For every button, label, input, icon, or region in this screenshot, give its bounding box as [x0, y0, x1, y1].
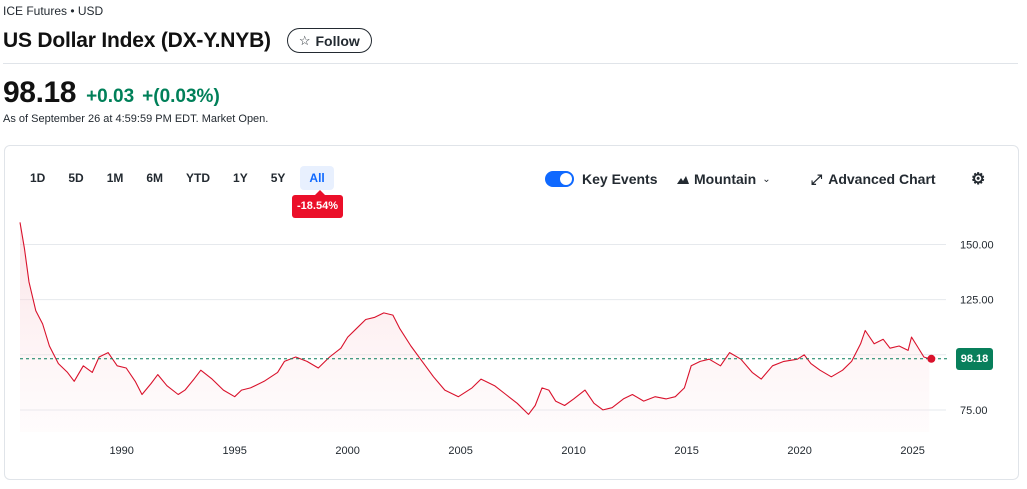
- price-line: [19, 222, 930, 415]
- key-events-label: Key Events: [582, 171, 658, 187]
- quote-timestamp: As of September 26 at 4:59:59 PM EDT. Ma…: [3, 113, 269, 125]
- range-tab-5d[interactable]: 5D: [68, 171, 84, 185]
- y-tick-label: 150.00: [960, 239, 994, 251]
- y-tick-label: 125.00: [960, 295, 994, 307]
- x-tick-label: 2000: [335, 445, 359, 457]
- key-events-toggle[interactable]: [545, 171, 574, 187]
- quote-row: 98.18 +0.03 +(0.03%): [3, 76, 220, 110]
- price-area: [20, 222, 930, 432]
- follow-label: Follow: [315, 32, 360, 49]
- x-tick-label: 2010: [561, 445, 585, 457]
- gear-icon: ⚙: [971, 171, 986, 188]
- x-tick-label: 1990: [109, 445, 133, 457]
- range-performance-badge: -18.54%: [292, 190, 343, 218]
- expand-icon: ⤢: [811, 170, 823, 187]
- last-price-label: 98.18: [956, 347, 993, 370]
- range-tab-1y[interactable]: 1Y: [233, 171, 248, 185]
- range-tab-1m[interactable]: 1M: [106, 171, 124, 185]
- range-tab-1d[interactable]: 1D: [30, 171, 46, 185]
- current-price: 98.18: [3, 76, 77, 109]
- x-tick-label: 2025: [900, 445, 924, 457]
- x-tick-label: 2020: [787, 445, 811, 457]
- chart-type-dropdown[interactable]: Mountain ⌄: [677, 168, 771, 190]
- last-price-dot: [927, 354, 936, 363]
- mountain-icon: [677, 175, 689, 184]
- x-tick-label: 1995: [222, 445, 246, 457]
- x-tick-label: 2005: [448, 445, 472, 457]
- range-tab-5y[interactable]: 5Y: [270, 171, 286, 185]
- key-events-control[interactable]: Key Events: [545, 168, 657, 190]
- advanced-chart-button[interactable]: ⤢ Advanced Chart: [811, 168, 936, 190]
- chevron-down-icon: ⌄: [762, 173, 771, 185]
- price-change: +0.03: [86, 86, 135, 107]
- range-tab-all[interactable]: All: [300, 166, 334, 190]
- header-divider: [3, 63, 1018, 64]
- exchange-label: ICE Futures • USD: [3, 4, 104, 18]
- follow-button[interactable]: ☆ Follow: [286, 28, 372, 53]
- advanced-chart-label: Advanced Chart: [828, 171, 936, 187]
- x-tick-label: 2015: [674, 445, 698, 457]
- chart-type-label: Mountain: [694, 171, 757, 187]
- chart-card: [4, 145, 1019, 480]
- page-title: US Dollar Index (DX-Y.NYB): [3, 28, 271, 52]
- range-tab-ytd[interactable]: YTD: [186, 171, 211, 185]
- toggle-knob: [560, 173, 572, 185]
- chart-settings-button[interactable]: ⚙: [971, 168, 985, 190]
- range-tab-6m[interactable]: 6M: [146, 171, 164, 185]
- range-tabs: 1D 5D 1M 6M YTD 1Y 5Y All: [22, 166, 341, 190]
- star-icon: ☆: [298, 32, 311, 48]
- title-row: US Dollar Index (DX-Y.NYB) ☆ Follow: [3, 28, 372, 53]
- y-tick-label: 75.00: [960, 405, 988, 417]
- price-change-percent: +(0.03%): [142, 86, 220, 107]
